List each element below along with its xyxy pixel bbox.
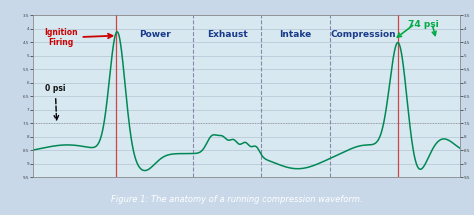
Text: Power: Power [139,30,171,39]
Text: Intake: Intake [279,30,312,39]
Text: Ignition
Firing: Ignition Firing [44,28,112,48]
Text: 0 psi: 0 psi [45,84,65,120]
Text: Compression: Compression [331,30,397,39]
Text: 74 psi: 74 psi [408,20,439,29]
Text: Figure 1: The anatomy of a running compression waveform.: Figure 1: The anatomy of a running compr… [111,195,363,204]
Text: Exhaust: Exhaust [207,30,247,39]
